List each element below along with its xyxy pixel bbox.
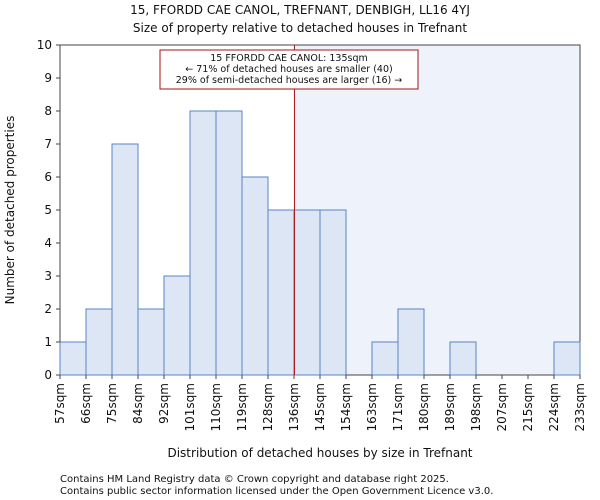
x-tick-label-189sqm: 189sqm <box>443 383 457 431</box>
y-tick-label-9: 9 <box>44 71 52 85</box>
x-tick-label-215sqm: 215sqm <box>521 383 535 431</box>
chart-title-line1: 15, FFORDD CAE CANOL, TREFNANT, DENBIGH,… <box>130 3 470 17</box>
bar-171sqm <box>397 308 425 376</box>
y-tick-label-0: 0 <box>44 368 52 382</box>
annotation-line-2: ← 71% of detached houses are smaller (40… <box>185 64 392 75</box>
x-tick-label-92sqm: 92sqm <box>157 383 171 424</box>
y-tick-label-4: 4 <box>44 236 52 250</box>
y-tick-label-2: 2 <box>44 302 52 316</box>
annotation-box <box>159 49 419 90</box>
x-tick-label-119sqm: 119sqm <box>235 383 249 431</box>
x-tick-label-84sqm: 84sqm <box>131 383 145 424</box>
y-tick-label-10: 10 <box>37 38 52 52</box>
bar-145sqm <box>319 209 347 376</box>
bar-119sqm <box>241 176 269 376</box>
footer-line2: Contains public sector information licen… <box>60 486 493 497</box>
bar-66sqm <box>85 308 113 376</box>
x-tick-label-75sqm: 75sqm <box>105 383 119 424</box>
x-tick-label-136sqm: 136sqm <box>287 383 301 431</box>
bar-224sqm <box>553 341 581 376</box>
y-tick-label-8: 8 <box>44 104 52 118</box>
x-tick-label-163sqm: 163sqm <box>365 383 379 431</box>
y-tick-label-7: 7 <box>44 137 52 151</box>
x-tick-label-198sqm: 198sqm <box>469 383 483 431</box>
x-tick-label-145sqm: 145sqm <box>313 383 327 431</box>
y-axis-label: Number of detached properties <box>3 116 17 305</box>
annotation-line-3: 29% of semi-detached houses are larger (… <box>176 75 403 86</box>
bar-92sqm <box>163 275 191 376</box>
plot-area: 0 1 2 3 4 5 6 7 8 9 10 57sqm 66sqm 75sqm 84sqm 92sqm 101… <box>37 38 587 431</box>
y-tick-label-5: 5 <box>44 203 52 217</box>
y-tick-label-3: 3 <box>44 269 52 283</box>
footer-line1: Contains HM Land Registry data © Crown c… <box>60 474 449 485</box>
y-tick-label-6: 6 <box>44 170 52 184</box>
x-tick-label-66sqm: 66sqm <box>79 383 93 424</box>
bar-128sqm <box>267 209 295 376</box>
bar-84sqm <box>137 308 165 376</box>
bar-101sqm <box>189 110 217 376</box>
annotation-line-1: 15 FFORDD CAE CANOL: 135sqm <box>210 53 368 64</box>
chart-title-line2: Size of property relative to detached ho… <box>133 21 467 35</box>
bar-57sqm <box>59 341 87 376</box>
bar-136sqm <box>293 209 321 376</box>
x-axis-label: Distribution of detached houses by size … <box>167 446 472 460</box>
bar-75sqm <box>111 143 139 376</box>
bar-163sqm <box>371 341 399 376</box>
x-tick-label-233sqm: 233sqm <box>573 383 587 431</box>
x-tick-label-154sqm: 154sqm <box>339 383 353 431</box>
x-tick-label-57sqm: 57sqm <box>53 383 67 424</box>
bar-110sqm <box>215 110 243 376</box>
x-tick-label-207sqm: 207sqm <box>495 383 509 431</box>
x-tick-label-171sqm: 171sqm <box>391 383 405 431</box>
bar-189sqm <box>449 341 477 376</box>
x-tick-label-101sqm: 101sqm <box>183 383 197 431</box>
x-tick-label-128sqm: 128sqm <box>261 383 275 431</box>
x-tick-label-224sqm: 224sqm <box>547 383 561 431</box>
y-tick-label-1: 1 <box>44 335 52 349</box>
x-tick-label-180sqm: 180sqm <box>417 383 431 431</box>
x-tick-label-110sqm: 110sqm <box>209 383 223 431</box>
